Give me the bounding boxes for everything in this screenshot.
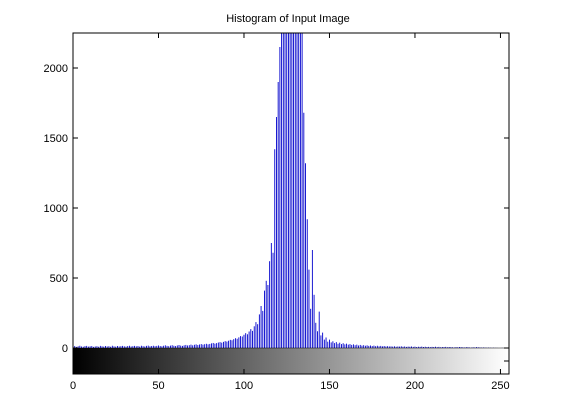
histogram-bars [72,33,503,348]
x-tick-label: 0 [70,380,76,392]
y-tick-label: 0 [62,343,68,355]
y-tick-label: 1500 [44,133,68,145]
x-tick-label: 250 [491,380,509,392]
x-tick-label: 50 [152,380,164,392]
chart-title: Histogram of Input Image [226,13,350,25]
x-tick-label: 100 [235,380,253,392]
plot-area [73,33,509,374]
axes-border [72,32,510,375]
x-axis-ticks: 0 50 100 150 200 250 [70,33,510,392]
x-tick-label: 150 [320,380,338,392]
x-tick-label: 200 [406,380,424,392]
grayscale-colorbar [73,348,509,374]
y-tick-label: 1000 [44,203,68,215]
y-tick-label: 2000 [44,63,68,75]
y-tick-label: 500 [50,273,68,285]
